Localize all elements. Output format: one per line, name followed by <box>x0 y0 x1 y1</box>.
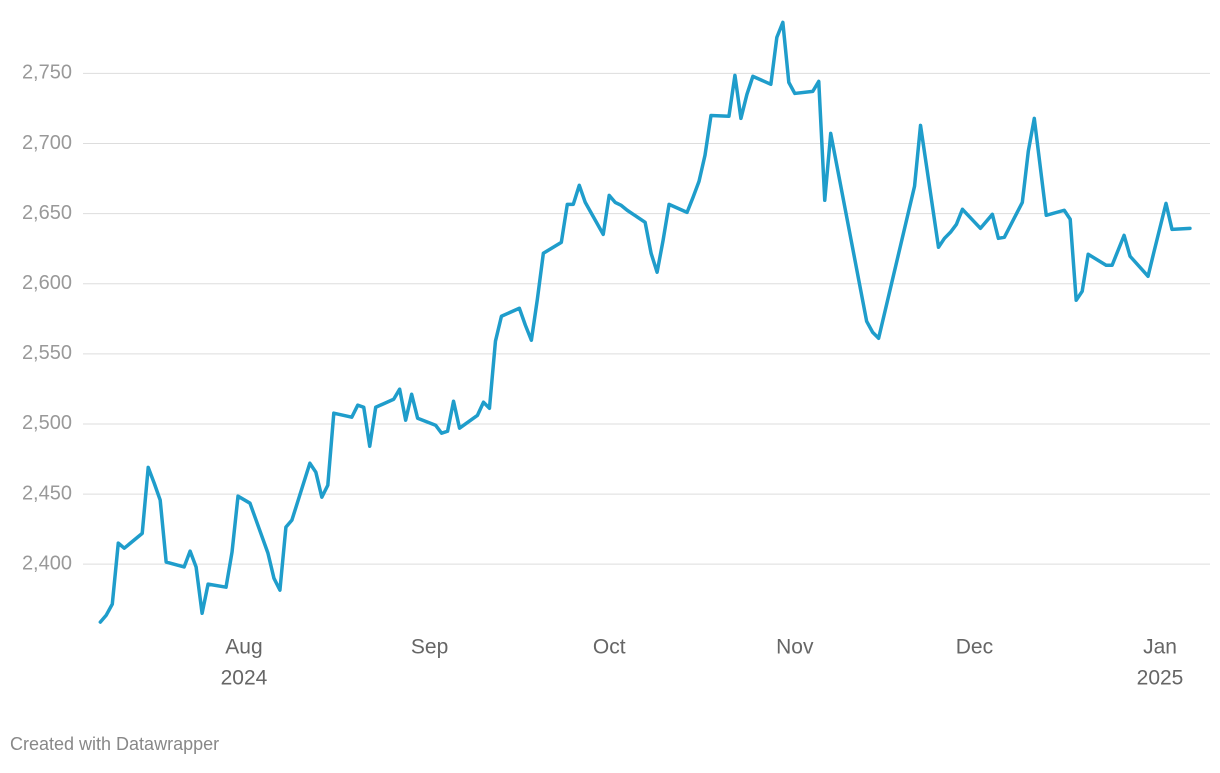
y-tick-label: 2,750 <box>22 62 72 84</box>
y-tick-label: 2,400 <box>22 552 72 574</box>
y-tick-label: 2,550 <box>22 342 72 364</box>
y-tick-label: 2,600 <box>22 272 72 294</box>
y-tick-label: 2,450 <box>22 482 72 504</box>
x-tick-label: Sep <box>411 636 448 659</box>
y-tick-label: 2,700 <box>22 132 72 154</box>
x-tick-label: Oct <box>593 636 626 659</box>
x-tick-label: Dec <box>956 636 993 659</box>
x-tick-label: Jan <box>1143 636 1177 659</box>
y-tick-label: 2,650 <box>22 202 72 224</box>
x-tick-sublabel: 2025 <box>1137 667 1184 690</box>
footer: Created with Datawrapper <box>10 734 219 754</box>
x-tick-sublabel: 2024 <box>221 667 268 690</box>
line <box>98 20 1192 624</box>
y-tick-label: 2,500 <box>22 412 72 434</box>
x-tick-label: Aug <box>225 636 262 659</box>
x-tick-label: Nov <box>776 636 814 659</box>
